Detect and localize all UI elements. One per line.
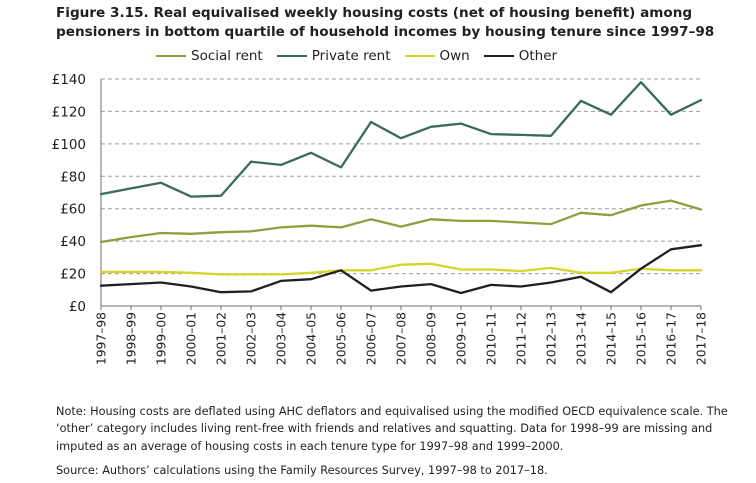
chart-title-line-1: Figure 3.15. Real equivalised weekly hou…	[56, 5, 693, 21]
series-line-private-rent	[99, 81, 703, 198]
legend-item-social-rent: Social rent	[156, 48, 263, 64]
legend-swatch-private-rent	[276, 54, 307, 58]
chart-title-line-2: pensioners in bottom quartile of househo…	[56, 24, 715, 40]
legend-label-other: Other	[518, 48, 558, 64]
chart-notes: Note: Housing costs are deflated using A…	[56, 403, 752, 480]
x-tick-label-2011-12: 2011–12	[515, 312, 529, 365]
legend-label-private-rent: Private rent	[311, 48, 391, 64]
x-tick-label-2012-13: 2012–13	[545, 312, 559, 365]
series-line-other	[99, 244, 703, 295]
y-tick-label-80: £80	[60, 169, 86, 185]
legend-item-private-rent: Private rent	[276, 48, 391, 64]
series-line-social-rent	[99, 199, 703, 244]
chart-note: Note: Housing costs are deflated using A…	[56, 405, 728, 453]
legend-swatch-other	[483, 54, 514, 58]
line-chart: £0 £20 £40 £60 £80 £100 £120 £140 1997–98 1998–99…	[52, 72, 709, 365]
x-tick-label-2002-03: 2002–03	[245, 312, 259, 365]
x-tick-label-2001-02: 2001–02	[215, 312, 229, 365]
series-line-own	[99, 262, 703, 276]
y-tick-label-20: £20	[60, 267, 86, 283]
x-tick-label-2009-10: 2009–10	[455, 312, 469, 365]
x-tick-label-2016-17: 2016–17	[665, 312, 679, 365]
y-tick-label-0: £0	[69, 299, 86, 315]
x-tick-label-2004-05: 2004–05	[305, 312, 319, 365]
x-tick-label-2015-16: 2015–16	[635, 312, 649, 365]
x-tick-label-1998-99: 1998–99	[125, 312, 139, 365]
chart-source: Source: Authors’ calculations using the …	[56, 464, 548, 478]
x-tick-label-2014-15: 2014–15	[605, 312, 619, 365]
legend-item-own: Own	[404, 48, 470, 64]
x-tick-label-2000-01: 2000–01	[185, 312, 199, 365]
y-tick-label-140: £140	[52, 72, 86, 88]
y-tick-label-40: £40	[60, 234, 86, 250]
legend-swatch-own	[404, 54, 435, 58]
chart-legend: Social rent Private rent Own Other	[156, 47, 571, 65]
x-tick-label-2003-04: 2003–04	[275, 312, 289, 365]
x-tick-label-2008-09: 2008–09	[425, 312, 439, 365]
x-tick-label-2017-18: 2017–18	[695, 312, 709, 365]
legend-swatch-social-rent	[156, 54, 186, 58]
x-tick-label-2007-08: 2007–08	[395, 312, 409, 365]
legend-item-other: Other	[483, 48, 558, 64]
x-tick-label-1999-00: 1999–00	[155, 312, 169, 365]
chart-title: Figure 3.15. Real equivalised weekly hou…	[56, 4, 752, 42]
legend-label-social-rent: Social rent	[191, 48, 263, 64]
x-tick-label-2013-14: 2013–14	[575, 312, 589, 365]
y-tick-label-60: £60	[60, 202, 86, 218]
y-tick-label-120: £120	[52, 104, 86, 120]
x-tick-label-2010-11: 2010–11	[485, 312, 499, 365]
x-tick-label-2005-06: 2005–06	[335, 312, 349, 365]
x-tick-label-1997-98: 1997–98	[95, 312, 109, 365]
legend-label-own: Own	[439, 48, 470, 64]
y-tick-label-100: £100	[52, 137, 86, 153]
x-tick-label-2006-07: 2006–07	[365, 312, 379, 365]
